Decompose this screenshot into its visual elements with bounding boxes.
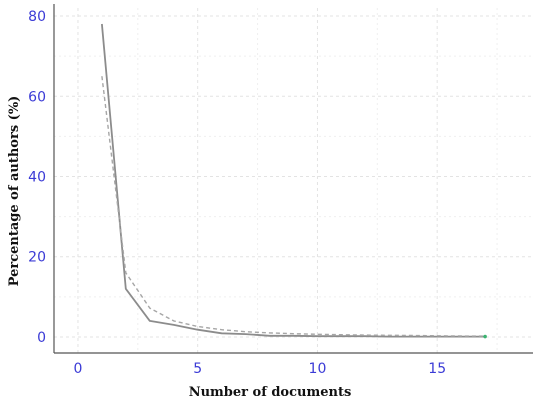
grid-lines	[54, 8, 533, 353]
x-tick-label: 0	[73, 361, 82, 377]
x-tick-label: 5	[193, 361, 202, 377]
axes	[53, 4, 533, 354]
series-line-dashed-2	[101, 76, 486, 337]
y-tick-label: 80	[28, 9, 46, 25]
y-axis-title: Percentage of authors (%)	[7, 96, 22, 287]
y-tick-label: 40	[28, 169, 46, 185]
y-tick-label: 0	[37, 330, 46, 346]
series-line-solid-1	[101, 23, 486, 338]
x-tick-label: 15	[428, 361, 446, 377]
y-tick-label: 60	[28, 89, 46, 105]
y-tick-label: 20	[28, 250, 46, 266]
series-lines	[101, 23, 487, 339]
x-axis-title: Number of documents	[189, 385, 352, 400]
series-end-marker	[483, 334, 487, 339]
x-tick-label: 10	[309, 361, 327, 377]
tick-labels: 0 5 10 15 0 20 40 60 80	[28, 9, 446, 377]
